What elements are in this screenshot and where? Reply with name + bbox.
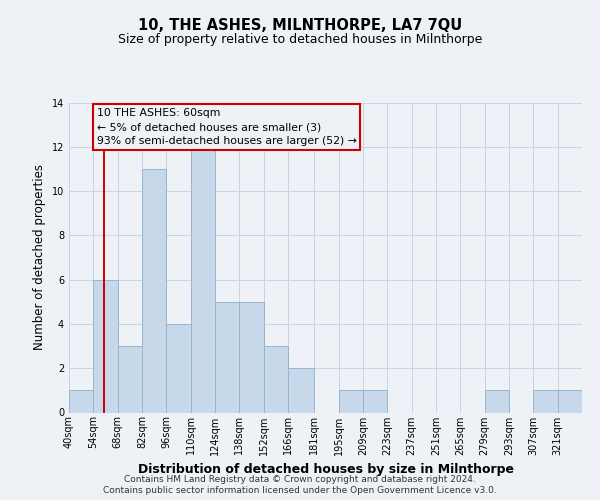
Text: Contains public sector information licensed under the Open Government Licence v3: Contains public sector information licen…	[103, 486, 497, 495]
Bar	[118, 346, 142, 412]
Bar	[166, 324, 191, 412]
Text: 10 THE ASHES: 60sqm
← 5% of detached houses are smaller (3)
93% of semi-detached: 10 THE ASHES: 60sqm ← 5% of detached hou…	[97, 108, 356, 146]
Bar	[215, 302, 239, 412]
Text: Size of property relative to detached houses in Milnthorpe: Size of property relative to detached ho…	[118, 32, 482, 46]
Bar	[191, 147, 215, 412]
Text: Contains HM Land Registry data © Crown copyright and database right 2024.: Contains HM Land Registry data © Crown c…	[124, 475, 476, 484]
Y-axis label: Number of detached properties: Number of detached properties	[33, 164, 46, 350]
Bar	[485, 390, 509, 412]
Bar	[69, 390, 94, 412]
Text: 10, THE ASHES, MILNTHORPE, LA7 7QU: 10, THE ASHES, MILNTHORPE, LA7 7QU	[138, 18, 462, 32]
Bar	[239, 302, 264, 412]
Bar	[264, 346, 288, 412]
Bar	[363, 390, 387, 412]
Bar	[338, 390, 363, 412]
Bar	[288, 368, 314, 412]
X-axis label: Distribution of detached houses by size in Milnthorpe: Distribution of detached houses by size …	[137, 463, 514, 476]
Bar	[557, 390, 582, 412]
Bar	[142, 169, 166, 412]
Bar	[533, 390, 557, 412]
Bar	[94, 280, 118, 412]
